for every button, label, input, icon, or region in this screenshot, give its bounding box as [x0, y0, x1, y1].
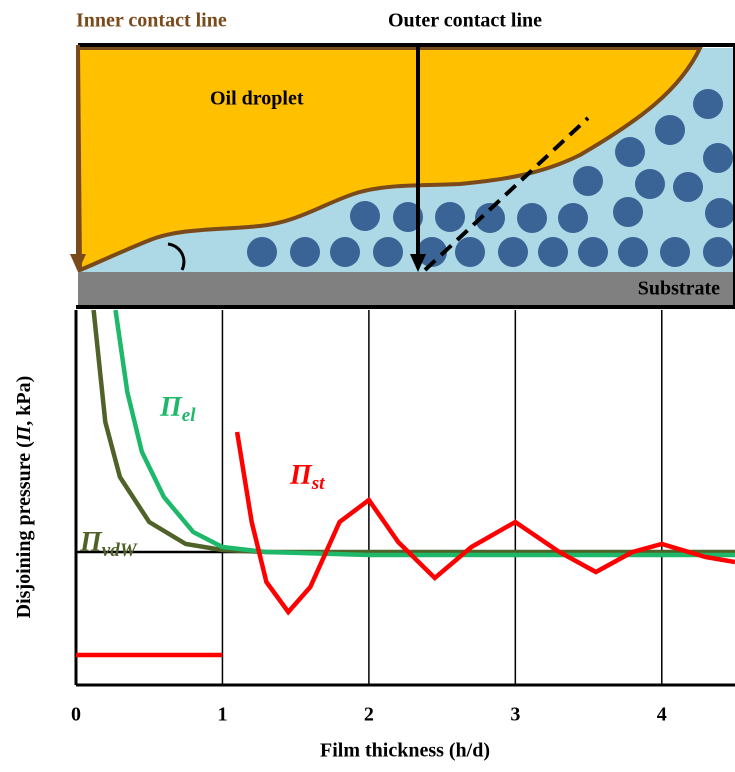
- dashed-line: [423, 116, 590, 272]
- series-label-subscript: vdW: [102, 540, 138, 561]
- series-line: [91, 310, 735, 555]
- x-tick-label: 4: [657, 704, 667, 726]
- series-label-subscript: el: [182, 405, 196, 426]
- y-label-part: Disjoining pressure (: [13, 441, 35, 618]
- particles: [247, 89, 735, 267]
- y-axis-label: Disjoining pressure (Π, kPa): [13, 376, 35, 619]
- y-label-part: , kPa): [13, 376, 35, 426]
- series-label: Πel: [159, 392, 196, 426]
- diagram-frame: [78, 43, 735, 307]
- substrate-label: Substrate: [638, 278, 720, 300]
- x-tick-label: 0: [71, 704, 81, 726]
- outer-arrow-head: [410, 254, 426, 272]
- series-label-symbol: Π: [79, 527, 103, 558]
- inner-label: Inner contact line: [76, 10, 227, 32]
- series-label-subscript: st: [311, 473, 325, 494]
- series-line: [113, 310, 735, 558]
- inner-arrow-head: [70, 254, 86, 272]
- x-tick-label: 3: [510, 704, 520, 726]
- outer-label: Outer contact line: [388, 10, 542, 32]
- x-axis-label: Film thickness (h/d): [320, 740, 490, 762]
- x-tick-label: 2: [364, 704, 374, 726]
- series-label-symbol: Π: [159, 392, 183, 423]
- y-label-symbol: Π: [13, 424, 35, 442]
- series-label-symbol: Π: [289, 460, 313, 491]
- series-line: [76, 431, 735, 658]
- contact-angle: [167, 242, 186, 271]
- substrate: [78, 272, 735, 306]
- oil-droplet: [75, 46, 704, 273]
- series-label: ΠvdW: [79, 527, 138, 561]
- droplet-label: Oil droplet: [210, 88, 304, 110]
- series-label: Πst: [289, 460, 325, 494]
- x-tick-label: 1: [217, 704, 227, 726]
